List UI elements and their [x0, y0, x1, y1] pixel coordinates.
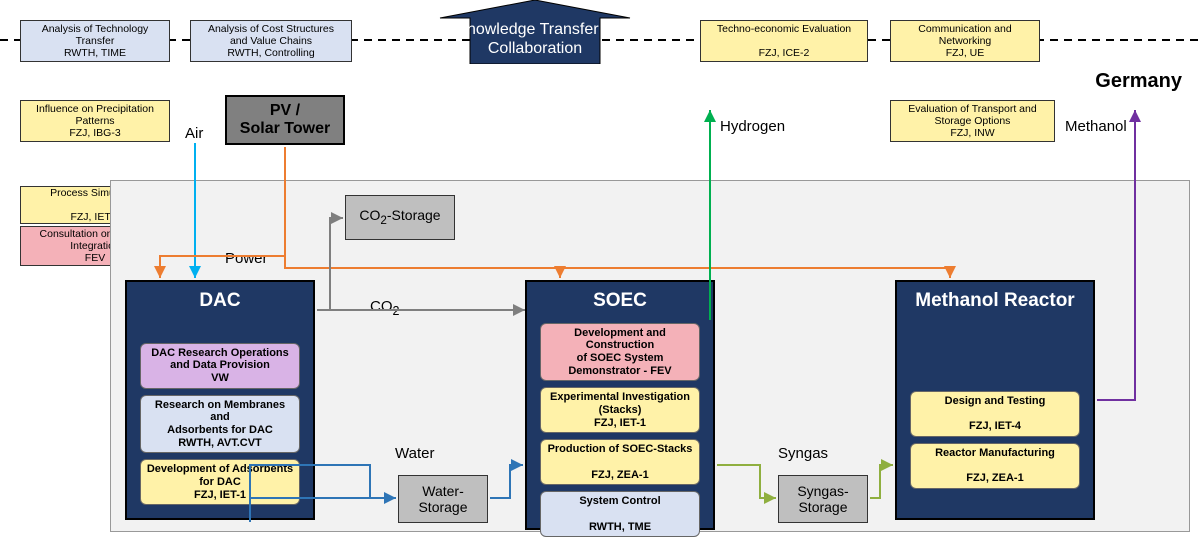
topbox-techno-econ: Techno-economic Evaluation FZJ, ICE-2 — [700, 20, 868, 62]
hydrogen-label: Hydrogen — [720, 118, 785, 135]
major-dac: DAC DAC Research Operationsand Data Prov… — [125, 280, 315, 520]
node-pv-solar: PV / Solar Tower — [225, 95, 345, 145]
water-label: Water — [395, 445, 434, 462]
co2-label: CO2 — [370, 298, 399, 318]
box-transport-storage: Evaluation of Transport andStorage Optio… — [890, 100, 1055, 142]
topbox-cost-structures: Analysis of Cost Structuresand Value Cha… — [190, 20, 352, 62]
topbox-communication: Communication andNetworkingFZJ, UE — [890, 20, 1040, 62]
methanol-sub-1: Reactor ManufacturingFZJ, ZEA-1 — [910, 443, 1080, 489]
node-syngas-storage: Syngas- Storage — [778, 475, 868, 523]
dac-sub-1: Research on Membranes andAdsorbents for … — [140, 395, 300, 454]
syngas-label: Syngas — [778, 445, 828, 462]
topbox-tech-transfer: Analysis of TechnologyTransferRWTH, TIME — [20, 20, 170, 62]
germany-label: Germany — [1095, 70, 1182, 93]
dac-sub-2: Development of Adsorbentsfor DACFZJ, IET… — [140, 459, 300, 505]
methanol-title: Methanol Reactor — [915, 290, 1074, 312]
methanol-label: Methanol — [1065, 118, 1127, 135]
soec-sub-3: System ControlRWTH, TME — [540, 491, 700, 537]
soec-sub-2: Production of SOEC-StacksFZJ, ZEA-1 — [540, 439, 700, 485]
methanol-sub-0: Design and TestingFZJ, IET-4 — [910, 391, 1080, 437]
banner-knowledge-transfer: Knowledge Transfer & Collaboration — [400, 0, 670, 64]
node-co2-storage: CO2-Storage — [345, 195, 455, 240]
soec-title: SOEC — [593, 290, 647, 312]
dac-title: DAC — [199, 290, 240, 312]
node-water-storage: Water- Storage — [398, 475, 488, 523]
soec-sub-1: Experimental Investigation(Stacks)FZJ, I… — [540, 387, 700, 433]
box-precipitation: Influence on PrecipitationPatternsFZJ, I… — [20, 100, 170, 142]
major-soec: SOEC Development and Constructionof SOEC… — [525, 280, 715, 530]
soec-sub-0: Development and Constructionof SOEC Syst… — [540, 323, 700, 382]
power-label: Power — [225, 250, 268, 267]
major-methanol: Methanol Reactor Design and TestingFZJ, … — [895, 280, 1095, 520]
dac-sub-0: DAC Research Operationsand Data Provisio… — [140, 343, 300, 389]
air-label: Air — [185, 125, 203, 142]
